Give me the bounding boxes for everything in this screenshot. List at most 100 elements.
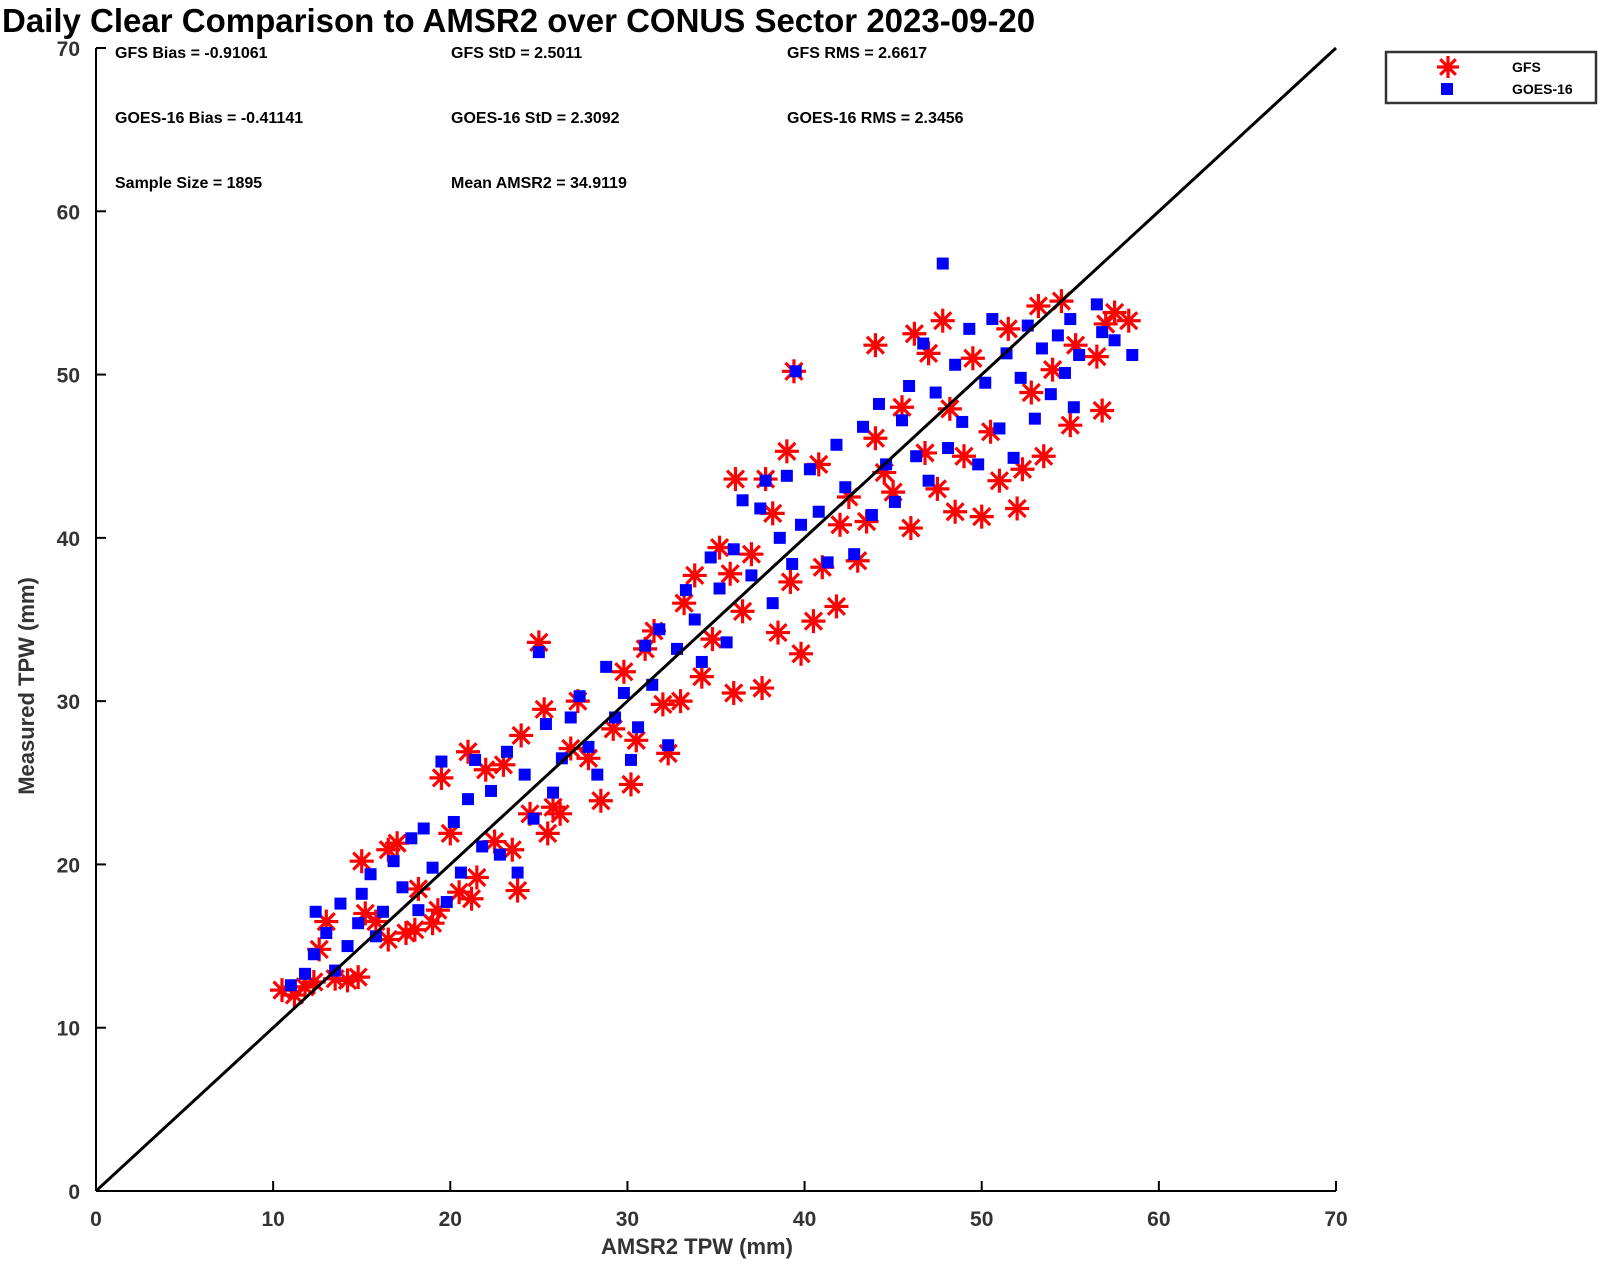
y-axis-label: Measured TPW (mm): [14, 577, 39, 795]
goes-point: [1090, 298, 1103, 311]
gfs-point: [349, 849, 374, 874]
goes-point: [830, 438, 843, 451]
goes-point: [993, 422, 1006, 435]
goes-point: [949, 358, 962, 371]
goes-point: [591, 768, 604, 781]
goes-point: [727, 543, 740, 556]
goes-point: [812, 505, 825, 518]
goes-point: [910, 450, 923, 463]
goes-point: [1064, 313, 1077, 326]
gfs-point: [1116, 308, 1141, 333]
goes-point: [695, 655, 708, 668]
goes-point: [903, 380, 916, 393]
gfs-point: [1005, 496, 1030, 521]
stats-block: GFS Bias = -0.91061 GFS StD = 2.5011 GFS…: [115, 45, 964, 192]
gfs-point: [987, 468, 1012, 493]
x-tick-label: 70: [1324, 1208, 1347, 1231]
x-axis-label: AMSR2 TPW (mm): [601, 1234, 793, 1259]
goes-point: [639, 639, 652, 652]
gfs-point: [402, 917, 427, 942]
stat-gfs-std: GFS StD = 2.5011: [451, 45, 582, 62]
gfs-point: [346, 965, 371, 990]
goes-point: [435, 755, 448, 768]
gfs-point: [464, 865, 489, 890]
gfs-point: [689, 664, 714, 689]
goes-point: [713, 582, 726, 595]
goes-point: [865, 508, 878, 521]
legend-goes-marker: [1441, 83, 1453, 95]
gfs-point: [943, 499, 968, 524]
gfs-point: [611, 659, 636, 684]
goes-point: [454, 866, 467, 879]
goes-point: [299, 967, 312, 980]
goes-point: [780, 469, 793, 482]
x-tick-label: 30: [616, 1208, 639, 1231]
goes-point: [493, 848, 506, 861]
y-tick-label: 30: [57, 691, 80, 714]
goes-point: [527, 812, 540, 825]
goes-point: [1044, 388, 1057, 401]
x-tick-label: 0: [90, 1208, 102, 1231]
gfs-point: [774, 439, 799, 464]
gfs-point: [969, 504, 994, 529]
gfs-point: [425, 898, 450, 923]
goes-point: [539, 718, 552, 731]
chart-title: Daily Clear Comparison to AMSR2 over CON…: [2, 2, 1035, 39]
legend-gfs-marker: [1437, 56, 1459, 78]
goes-point: [972, 458, 985, 471]
goes-point: [736, 494, 749, 507]
goes-point: [1126, 348, 1139, 361]
goes-point: [334, 897, 347, 910]
goes-point: [511, 866, 524, 879]
goes-point: [341, 940, 354, 953]
goes-point: [485, 784, 498, 797]
gfs-point: [824, 594, 849, 619]
goes-point: [1073, 348, 1086, 361]
goes-point: [320, 927, 333, 940]
goes-point: [582, 740, 595, 753]
gfs-point: [718, 561, 743, 586]
gfs-point: [730, 599, 755, 624]
gfs-point: [420, 911, 445, 936]
goes-point: [469, 753, 482, 766]
gfs-point: [459, 886, 484, 911]
goes-point: [936, 257, 949, 270]
goes-point: [412, 904, 425, 917]
goes-point: [573, 690, 586, 703]
goes-point: [355, 887, 368, 900]
goes-point: [917, 337, 930, 350]
goes-point: [447, 815, 460, 828]
goes-point: [532, 646, 545, 659]
goes-point: [307, 948, 320, 961]
y-tick-label: 0: [68, 1181, 80, 1204]
gfs-point: [863, 333, 888, 358]
gfs-point: [1031, 444, 1056, 469]
gfs-point: [1026, 293, 1051, 318]
goes-point: [979, 376, 992, 389]
goes-point: [1028, 412, 1041, 425]
goes-point: [754, 502, 767, 515]
goes-point: [396, 881, 409, 894]
gfs-point: [682, 563, 707, 588]
gfs-point: [898, 516, 923, 541]
goes-point: [821, 556, 834, 569]
goes-point: [547, 786, 560, 799]
gfs-point: [548, 801, 573, 826]
reference-line: [94, 46, 1338, 1193]
y-tick-label: 10: [57, 1018, 80, 1041]
gfs-point: [650, 692, 675, 717]
goes-point: [803, 463, 816, 476]
goes-point: [956, 415, 969, 428]
gfs-point: [668, 689, 693, 714]
goes-point: [376, 905, 389, 918]
goes-point: [1067, 401, 1080, 414]
goes-point: [405, 832, 418, 845]
legend-box: [1384, 50, 1598, 105]
stat-gfs-bias: GFS Bias = -0.91061: [115, 45, 268, 62]
stat-mean-amsr2: Mean AMSR2 = 34.9119: [451, 175, 627, 192]
gfs-point: [925, 476, 950, 501]
goes-point: [759, 474, 772, 487]
gfs-point: [723, 467, 748, 492]
gfs-point: [801, 609, 826, 634]
y-tick-label: 40: [57, 528, 80, 551]
